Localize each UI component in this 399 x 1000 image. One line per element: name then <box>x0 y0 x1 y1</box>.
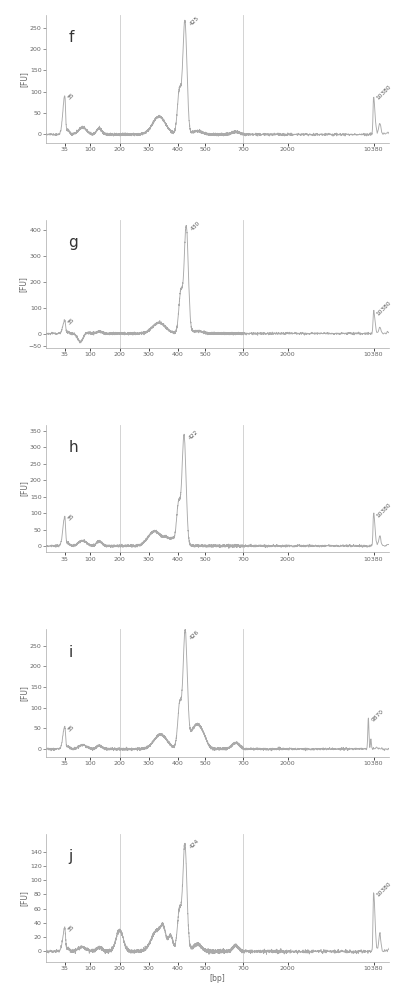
Text: 425: 425 <box>189 15 200 27</box>
Text: 422: 422 <box>188 430 200 441</box>
Text: 10380: 10380 <box>375 300 392 317</box>
Text: 10380: 10380 <box>375 502 392 518</box>
Text: j: j <box>68 849 73 864</box>
Y-axis label: [FU]: [FU] <box>18 276 27 292</box>
Text: 35: 35 <box>67 92 76 101</box>
Text: 424: 424 <box>189 838 200 850</box>
Text: 430: 430 <box>190 220 202 231</box>
Text: 35: 35 <box>67 723 76 732</box>
Text: 35: 35 <box>67 924 76 933</box>
Text: g: g <box>68 235 78 250</box>
Text: i: i <box>68 645 73 660</box>
Y-axis label: [FU]: [FU] <box>20 71 29 87</box>
Text: f: f <box>68 30 73 45</box>
X-axis label: [bp]: [bp] <box>209 974 225 983</box>
Y-axis label: [FU]: [FU] <box>20 685 29 701</box>
Text: h: h <box>68 440 78 455</box>
Text: 35: 35 <box>67 317 76 326</box>
Text: 426: 426 <box>189 629 201 641</box>
Text: 10380: 10380 <box>375 881 392 898</box>
Y-axis label: [FU]: [FU] <box>20 890 29 906</box>
Text: 10380: 10380 <box>375 84 392 101</box>
Text: 35: 35 <box>67 513 76 522</box>
Y-axis label: [FU]: [FU] <box>20 481 29 496</box>
Text: 9870: 9870 <box>370 709 385 723</box>
